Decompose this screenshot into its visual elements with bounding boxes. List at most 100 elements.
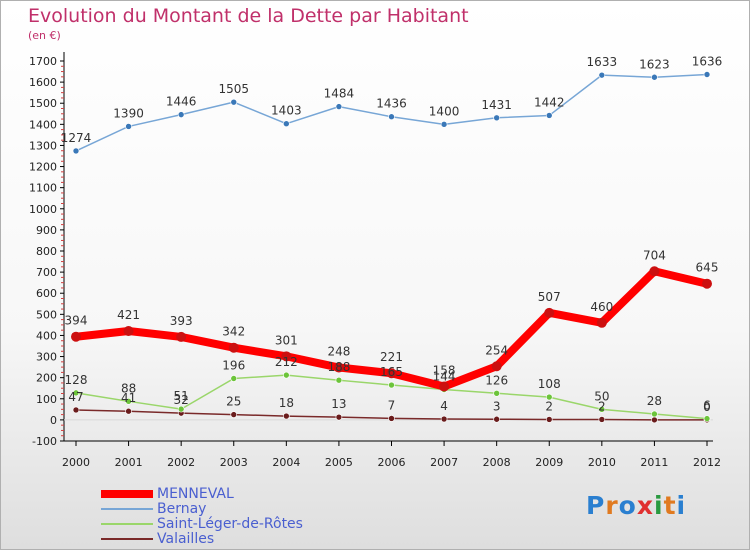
data-point: [651, 416, 658, 424]
y-tick-label: 200: [36, 372, 57, 385]
x-tick-label: 2003: [220, 456, 248, 469]
data-point: [439, 381, 450, 392]
y-tick-label: 400: [36, 329, 57, 342]
logo-letter: t: [663, 491, 677, 520]
data-label: 1484: [324, 87, 355, 101]
legend-label: Valailles: [157, 531, 215, 547]
data-label: 126: [485, 373, 508, 387]
unit-label: (en €): [28, 29, 61, 42]
data-label: 704: [643, 248, 666, 262]
data-label: 393: [170, 314, 193, 328]
data-point: [72, 406, 80, 414]
x-tick-label: 2008: [483, 456, 511, 469]
logo-letter: o: [618, 491, 637, 520]
data-point: [125, 123, 132, 130]
data-label: 460: [590, 300, 613, 314]
legend-item: Valailles: [101, 531, 361, 547]
data-label: 1400: [429, 104, 460, 118]
data-label: 1623: [639, 57, 670, 71]
data-label: 394: [65, 314, 88, 328]
data-point: [281, 351, 292, 362]
data-label: 0: [703, 400, 711, 414]
data-point: [283, 371, 290, 379]
data-label: 342: [222, 325, 245, 339]
data-label: 50: [594, 389, 609, 403]
data-label: 1505: [218, 82, 249, 96]
y-tick-label: 0: [50, 414, 57, 427]
data-point: [544, 307, 555, 318]
logo-letter: r: [605, 491, 619, 520]
y-tick-label: 1500: [29, 97, 57, 110]
data-point: [651, 410, 658, 418]
data-point: [703, 71, 711, 78]
data-label: 13: [331, 397, 346, 411]
data-point: [388, 113, 395, 121]
data-label: 421: [117, 308, 140, 322]
data-label: 165: [380, 365, 403, 379]
data-label: 188: [327, 360, 350, 374]
data-point: [651, 73, 658, 81]
y-tick-label: 500: [36, 308, 57, 321]
data-point: [123, 326, 134, 337]
data-point: [493, 415, 500, 423]
y-tick-label: 300: [36, 351, 57, 364]
data-point: [703, 415, 711, 422]
data-point: [545, 393, 553, 401]
data-point: [649, 266, 660, 277]
y-tick-label: 1300: [29, 139, 57, 152]
data-label: 1442: [534, 95, 565, 109]
data-point: [125, 407, 132, 415]
logo-letter: i: [676, 491, 687, 520]
y-tick-label: 1700: [29, 55, 57, 68]
legend: MENNEVAL Bernay Saint-Léger-de-Rôtes Valail…: [101, 486, 361, 547]
data-point: [545, 416, 553, 423]
data-label: 108: [538, 377, 561, 391]
data-point: [177, 405, 185, 413]
data-point: [598, 416, 606, 423]
y-tick-label: 1100: [29, 182, 57, 195]
data-point: [71, 331, 81, 342]
data-point: [440, 121, 448, 128]
y-tick-label: 1400: [29, 118, 57, 131]
x-tick-label: 2006: [378, 456, 406, 469]
x-tick-label: 2012: [693, 456, 721, 469]
data-label: 25: [226, 395, 241, 409]
data-label: 128: [65, 373, 88, 387]
x-tick-label: 2005: [325, 456, 353, 469]
data-point: [598, 406, 606, 413]
data-point: [230, 98, 238, 106]
data-label: 3: [493, 399, 501, 413]
data-point: [598, 71, 606, 79]
y-tick-label: 1000: [29, 203, 57, 216]
data-label: 248: [327, 345, 350, 359]
data-point: [386, 368, 397, 379]
data-point: [493, 389, 500, 397]
x-tick-label: 2010: [588, 456, 616, 469]
data-point: [125, 398, 132, 405]
data-label: 7: [388, 398, 396, 412]
y-tick-label: 800: [36, 245, 57, 258]
data-label: 51: [174, 389, 189, 403]
x-tick-label: 2004: [272, 456, 300, 469]
data-point: [72, 147, 80, 155]
logo-letter: i: [654, 491, 664, 520]
data-label: 18: [279, 396, 294, 410]
data-label: 2: [598, 399, 606, 413]
data-point: [333, 362, 344, 373]
data-point: [283, 120, 290, 127]
y-tick-label: 600: [36, 287, 57, 300]
y-tick-label: 1200: [29, 161, 57, 174]
data-label: 144: [433, 369, 456, 383]
data-label: 1274: [61, 131, 92, 145]
chart-title: Evolution du Montant de la Dette par Hab…: [28, 5, 469, 27]
y-tick-label: 1600: [29, 76, 57, 89]
data-point: [702, 278, 712, 289]
y-tick-label: 100: [36, 393, 57, 406]
data-label: 301: [275, 333, 298, 347]
data-label: 1633: [587, 55, 618, 69]
data-point: [72, 389, 80, 397]
data-label: 1403: [271, 104, 302, 118]
data-point: [228, 342, 239, 353]
data-label: 196: [222, 359, 245, 373]
